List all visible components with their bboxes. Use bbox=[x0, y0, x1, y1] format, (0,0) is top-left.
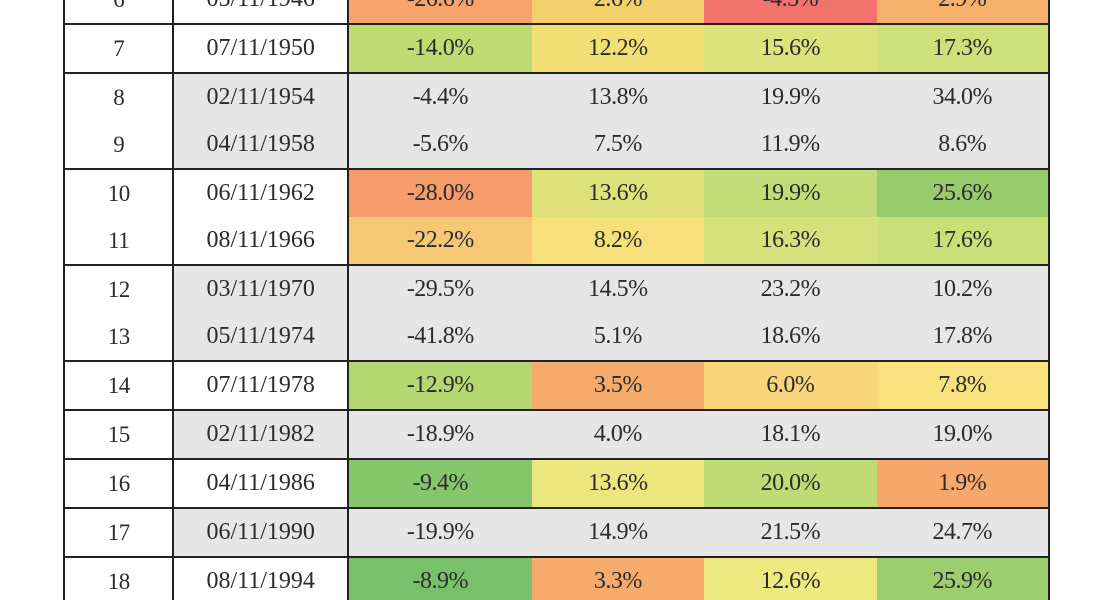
return-cell: 4.0% bbox=[531, 409, 705, 460]
row-number: 15 bbox=[62, 409, 175, 460]
row-number: 10 bbox=[62, 168, 175, 217]
return-cell: -9.4% bbox=[347, 458, 532, 509]
return-cell: 6.0% bbox=[704, 360, 877, 411]
return-cell: -4.5% bbox=[704, 0, 877, 24]
return-cell: 18.6% bbox=[704, 313, 877, 362]
row-number: 16 bbox=[62, 458, 175, 509]
return-cell: 19.9% bbox=[704, 168, 877, 217]
row-date: 06/11/1990 bbox=[173, 507, 349, 558]
return-cell: 12.6% bbox=[704, 556, 877, 600]
return-cell: -41.8% bbox=[347, 313, 532, 362]
table-row: 10 06/11/1962 -28.0% 13.6% 19.9% 25.6% bbox=[62, 168, 1051, 217]
return-cell: 19.0% bbox=[876, 409, 1051, 460]
table-row: 605/11/1946-26.6%2.6%-4.5%2.9% bbox=[62, 0, 1051, 24]
return-cell: 13.6% bbox=[531, 168, 705, 217]
return-cell: 17.8% bbox=[876, 313, 1051, 362]
row-date: 07/11/1978 bbox=[173, 360, 349, 411]
row-number: 7 bbox=[62, 23, 175, 74]
table-row: 11 08/11/1966 -22.2% 8.2% 16.3% 17.6% bbox=[62, 217, 1051, 266]
return-cell: 16.3% bbox=[704, 217, 877, 266]
return-cell: -29.5% bbox=[347, 264, 532, 313]
return-cell: 12.2% bbox=[531, 23, 705, 74]
row-number: 14 bbox=[62, 360, 175, 411]
return-cell: -26.6% bbox=[347, 0, 532, 24]
row-date: 08/11/1994 bbox=[173, 556, 349, 600]
return-cell: 25.6% bbox=[876, 168, 1051, 217]
row-number: 11 bbox=[62, 217, 175, 266]
return-cell: -4.4% bbox=[347, 72, 532, 121]
return-cell: 5.1% bbox=[531, 313, 705, 362]
row-date: 05/11/1946 bbox=[173, 0, 349, 24]
return-cell: 15.6% bbox=[704, 23, 877, 74]
return-cell: 2.6% bbox=[531, 0, 705, 24]
row-number: 12 bbox=[62, 264, 175, 313]
return-cell: 7.8% bbox=[876, 360, 1051, 411]
return-cell: 2.9% bbox=[876, 0, 1051, 24]
return-cell: 1.9% bbox=[876, 458, 1051, 509]
return-cell: -14.0% bbox=[347, 23, 532, 74]
return-cell: 20.0% bbox=[704, 458, 877, 509]
return-cell: 13.6% bbox=[531, 458, 705, 509]
return-cell: 11.9% bbox=[704, 121, 877, 170]
table-row: 8 02/11/1954 -4.4% 13.8% 19.9% 34.0% bbox=[62, 72, 1051, 121]
return-cell: 3.5% bbox=[531, 360, 705, 411]
row-date: 06/11/1962 bbox=[173, 168, 349, 217]
row-date: 02/11/1954 bbox=[173, 72, 349, 121]
row-number: 17 bbox=[62, 507, 175, 558]
return-cell: -12.9% bbox=[347, 360, 532, 411]
table-row: 18 08/11/1994 -8.9% 3.3% 12.6% 25.9% bbox=[62, 556, 1051, 600]
row-date: 08/11/1966 bbox=[173, 217, 349, 266]
return-cell: 17.3% bbox=[876, 23, 1051, 74]
return-cell: 14.9% bbox=[531, 507, 705, 558]
returns-table-container: 605/11/1946-26.6%2.6%-4.5%2.9%707/11/195… bbox=[62, 0, 1051, 600]
return-cell: 10.2% bbox=[876, 264, 1051, 313]
return-cell: 8.6% bbox=[876, 121, 1051, 170]
table-row: 13 05/11/1974 -41.8% 5.1% 18.6% 17.8% bbox=[62, 313, 1051, 362]
table-row: 15 02/11/1982 -18.9% 4.0% 18.1% 19.0% bbox=[62, 409, 1051, 460]
return-cell: -22.2% bbox=[347, 217, 532, 266]
return-cell: 25.9% bbox=[876, 556, 1051, 600]
row-number: 6 bbox=[62, 0, 175, 24]
row-number: 8 bbox=[62, 72, 175, 121]
return-cell: -19.9% bbox=[347, 507, 532, 558]
returns-table: 605/11/1946-26.6%2.6%-4.5%2.9%707/11/195… bbox=[62, 0, 1051, 600]
returns-table-body: 605/11/1946-26.6%2.6%-4.5%2.9%707/11/195… bbox=[62, 0, 1051, 600]
return-cell: 18.1% bbox=[704, 409, 877, 460]
return-cell: -28.0% bbox=[347, 168, 532, 217]
return-cell: 8.2% bbox=[531, 217, 705, 266]
row-number: 13 bbox=[62, 313, 175, 362]
return-cell: 19.9% bbox=[704, 72, 877, 121]
table-row: 12 03/11/1970 -29.5% 14.5% 23.2% 10.2% bbox=[62, 264, 1051, 313]
table-row: 14 07/11/1978 -12.9% 3.5% 6.0% 7.8% bbox=[62, 360, 1051, 411]
row-date: 07/11/1950 bbox=[173, 23, 349, 74]
row-number: 9 bbox=[62, 121, 175, 170]
return-cell: -5.6% bbox=[347, 121, 532, 170]
table-row: 7 07/11/1950 -14.0% 12.2% 15.6% 17.3% bbox=[62, 23, 1051, 74]
return-cell: 17.6% bbox=[876, 217, 1051, 266]
return-cell: 3.3% bbox=[531, 556, 705, 600]
row-date: 05/11/1974 bbox=[173, 313, 349, 362]
return-cell: 21.5% bbox=[704, 507, 877, 558]
row-date: 03/11/1970 bbox=[173, 264, 349, 313]
row-date: 02/11/1982 bbox=[173, 409, 349, 460]
return-cell: 13.8% bbox=[531, 72, 705, 121]
return-cell: 14.5% bbox=[531, 264, 705, 313]
table-row: 16 04/11/1986 -9.4% 13.6% 20.0% 1.9% bbox=[62, 458, 1051, 509]
return-cell: 34.0% bbox=[876, 72, 1051, 121]
return-cell: 24.7% bbox=[876, 507, 1051, 558]
return-cell: -8.9% bbox=[347, 556, 532, 600]
row-date: 04/11/1986 bbox=[173, 458, 349, 509]
return-cell: 23.2% bbox=[704, 264, 877, 313]
return-cell: -18.9% bbox=[347, 409, 532, 460]
row-number: 18 bbox=[62, 556, 175, 600]
table-row: 9 04/11/1958 -5.6% 7.5% 11.9% 8.6% bbox=[62, 121, 1051, 170]
return-cell: 7.5% bbox=[531, 121, 705, 170]
table-row: 17 06/11/1990 -19.9% 14.9% 21.5% 24.7% bbox=[62, 507, 1051, 558]
row-date: 04/11/1958 bbox=[173, 121, 349, 170]
